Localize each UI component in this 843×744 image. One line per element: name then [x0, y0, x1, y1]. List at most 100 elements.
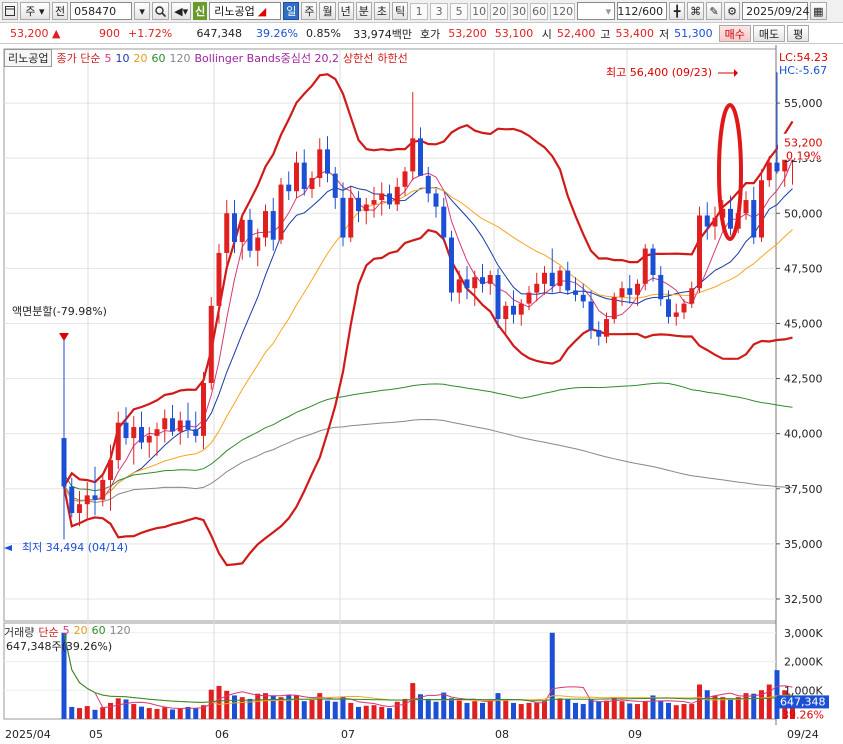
period-type-select[interactable]: 주 ▾ [20, 2, 50, 20]
sell-label: 매도 [758, 27, 780, 41]
interval-month-button[interactable]: 월 [319, 2, 336, 20]
candle-body [131, 427, 137, 439]
buy-button[interactable]: 매수 [718, 25, 751, 42]
volume-bar [146, 708, 152, 719]
volume-ma5: 5 [62, 624, 70, 637]
candle-body [557, 270, 563, 287]
volume-bar [325, 700, 330, 719]
cur-price-box [778, 133, 840, 160]
legend-stock-name[interactable]: 리노공업 [4, 49, 53, 67]
period-1[interactable]: 1 [410, 2, 429, 20]
legend-ma5: 5 [104, 51, 112, 65]
volume-bar [139, 706, 144, 719]
gear-icon[interactable]: ⚙ [724, 2, 741, 20]
date-field[interactable]: 2025/09/24 [742, 2, 810, 20]
volume-bar [394, 701, 400, 719]
volume-bar [255, 693, 261, 719]
window-icon[interactable] [2, 2, 18, 20]
candle-body [611, 297, 617, 320]
sound-icon[interactable]: ◀▾ [171, 2, 192, 20]
tools-icon[interactable]: ✎ [706, 2, 723, 20]
interval-minute-label: 분 [358, 5, 369, 18]
interval-day-button[interactable]: 일 [283, 2, 300, 20]
volume-bar [286, 694, 292, 719]
interval-tick-button[interactable]: 틱 [391, 2, 409, 20]
eval-button[interactable]: 평 [787, 25, 810, 42]
x-tick-label: 05 [89, 728, 103, 741]
volume-bar [115, 698, 121, 719]
volume-bar [363, 705, 369, 719]
search-icon[interactable] [152, 2, 170, 20]
bb-upper-line [63, 73, 794, 488]
interval-minute-button[interactable]: 분 [355, 2, 372, 20]
period-30[interactable]: 30 [510, 2, 529, 20]
volume-bar [697, 684, 702, 719]
candle-body [526, 292, 532, 304]
candles [61, 72, 795, 540]
candle-body [263, 211, 268, 238]
interval-year-button[interactable]: 년 [337, 2, 354, 20]
volume-bar [69, 706, 75, 719]
period-120[interactable]: 120 [550, 2, 576, 20]
candle-body [565, 270, 571, 291]
candle-body [100, 479, 106, 500]
volume-bar [201, 705, 206, 719]
custom-period-input[interactable]: ▾ [577, 2, 616, 20]
code-dropdown-icon[interactable]: ▾ [134, 2, 151, 20]
period-60[interactable]: 60 [530, 2, 549, 20]
interval-second-button[interactable]: 초 [373, 2, 390, 20]
calendar-icon[interactable]: ▦ [810, 2, 827, 20]
sell-button[interactable]: 매도 [752, 25, 786, 42]
period-5[interactable]: 5 [450, 2, 469, 20]
split-annotation-arrow [59, 333, 69, 341]
candle-body [464, 279, 470, 289]
interval-month-label: 월 [322, 5, 333, 18]
candle-body [371, 200, 377, 205]
candle-body [604, 319, 609, 337]
candle-body [573, 290, 578, 295]
volume-bar [177, 708, 183, 719]
candle-body [534, 283, 540, 293]
eval-label: 평 [793, 27, 804, 41]
volume-bar [712, 695, 718, 719]
trade-amount: 33,974백만 [353, 27, 412, 41]
code-input[interactable]: 058470 [70, 2, 133, 20]
volume-bar [131, 704, 137, 719]
legend-bb: Bollinger Bands중심선 20,2 [194, 52, 339, 65]
count-value: 112/600 [617, 4, 664, 18]
volume-bar [77, 708, 82, 719]
price-chart[interactable]: 55,00052,50050,00047,50045,00042,50040,0… [0, 45, 843, 744]
volume-bar [635, 704, 640, 719]
volume-bar [464, 702, 470, 719]
pattern-icon[interactable]: ⌘ [687, 2, 705, 20]
count-field[interactable]: 112/600 [617, 2, 668, 20]
candle-body [294, 162, 299, 192]
volume-bar [495, 693, 501, 719]
annotations: 최고 56,400 (09/23) 최저 34,494 (04/14) 액면분할(-… [4, 66, 743, 554]
crosshair-icon[interactable]: ╋ [669, 2, 686, 20]
candle-body [580, 294, 586, 302]
candle-body [410, 138, 416, 172]
candle-body [751, 200, 757, 238]
x-tick-label: 09 [628, 728, 642, 741]
volume-bar [418, 694, 423, 719]
high-annotation-arrow [734, 69, 738, 77]
candle-body [363, 204, 369, 212]
ask-label: 호가 [420, 27, 441, 41]
candle-body [433, 193, 439, 207]
volume-bar [356, 706, 361, 719]
volume-bar [317, 693, 323, 719]
interval-week-button[interactable]: 주 [301, 2, 318, 20]
prev-button[interactable]: 전 [52, 2, 69, 20]
period-3[interactable]: 3 [430, 2, 449, 20]
period-20[interactable]: 20 [490, 2, 509, 20]
low-annotation: 최저 34,494 (04/14) [22, 541, 128, 554]
stock-name-field[interactable]: 리노공업 ◢ [209, 2, 282, 20]
interval-day-label: 일 [286, 5, 297, 18]
candle-body [518, 303, 524, 315]
volume-bar [534, 702, 540, 719]
volume-bar [208, 689, 214, 719]
volume-bar [294, 695, 299, 719]
period-10[interactable]: 10 [470, 2, 489, 20]
volume-bar [542, 701, 547, 719]
